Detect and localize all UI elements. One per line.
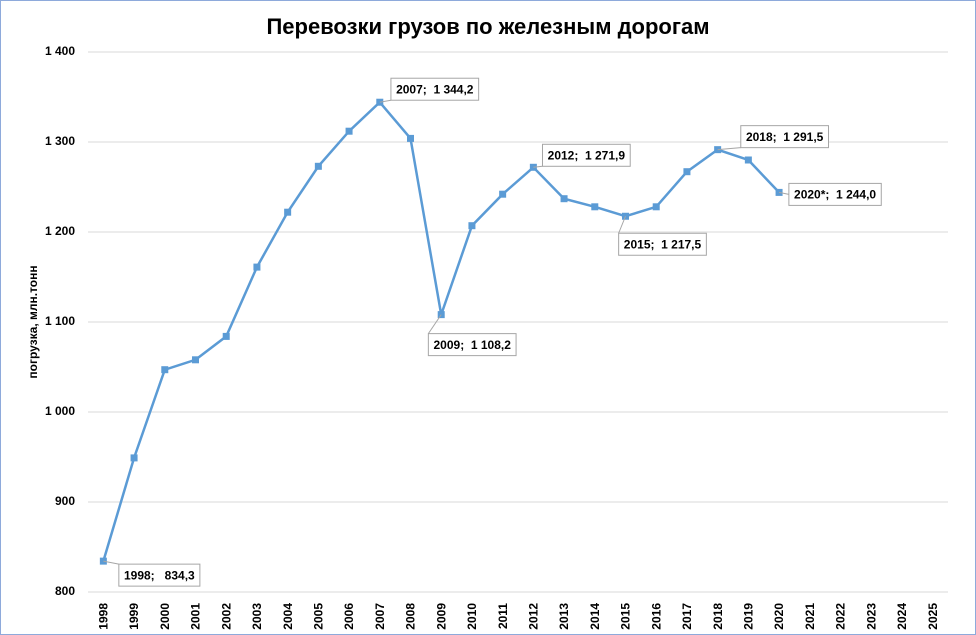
marker [161,366,169,374]
leader-line [778,191,789,195]
marker [652,203,660,211]
x-tick-label: 2012 [527,603,541,630]
label-box [740,125,830,149]
x-tick-label: 2014 [588,603,602,630]
data-label: 2012; 1 271,9 [533,143,631,168]
marker [222,332,230,340]
x-tick-label: 2015 [619,603,633,630]
data-label: 1998; 834,3 [103,560,201,587]
marker [130,454,138,462]
y-tick-label: 1 400 [45,44,75,58]
x-tick-label: 2024 [895,603,909,630]
x-tick-label: 1998 [97,603,111,630]
marker [744,156,752,164]
data-label: 2018; 1 291,5 [717,125,830,151]
x-tick-label: 2023 [864,603,878,630]
marker [468,222,476,230]
marker [499,190,507,198]
label-box [118,563,201,587]
marker [683,168,691,176]
data-label-text: 2009; 1 108,2 [434,338,512,352]
x-tick-label: 2013 [557,603,571,630]
marker [314,162,322,170]
leader-line [618,216,626,234]
x-tick-label: 2020 [772,603,786,630]
label-box [390,77,480,101]
x-tick-label: 2010 [465,603,479,630]
marker [345,127,353,135]
data-label-text: 2012; 1 271,9 [548,148,626,162]
x-tick-label: 2018 [711,603,725,630]
marker [407,134,414,142]
data-label-text: 2015; 1 217,5 [624,237,702,251]
marker [284,208,292,216]
chart-title: Перевозки грузов по железным дорогам [266,14,709,39]
y-tick-label: 800 [55,584,75,598]
data-label-text: 2020*; 1 244,0 [794,188,876,202]
data-label: 2009; 1 108,2 [427,314,517,357]
label-box [541,143,631,167]
x-tick-label: 2025 [926,603,940,630]
leader-line [533,165,543,168]
leader-line [379,99,392,103]
data-label: 2015; 1 217,5 [618,216,707,256]
x-tick-label: 2022 [834,603,848,630]
leader-line [103,560,119,565]
marker [591,203,599,211]
y-tick-label: 1 200 [45,224,75,238]
data-label: 2020*; 1 244,0 [778,182,882,206]
leader-line [717,147,741,151]
x-tick-label: 2003 [250,603,264,630]
label-box [427,333,517,357]
x-tick-label: 2021 [803,603,817,630]
x-tick-label: 2019 [742,603,756,630]
label-box [788,182,882,206]
leader-line [427,314,442,334]
label-box [618,232,707,256]
x-tick-label: 2017 [680,603,694,630]
x-tick-label: 2011 [496,603,510,629]
x-tick-label: 2016 [649,603,663,630]
x-tick-label: 2008 [404,603,418,630]
marker [560,195,568,203]
marker [192,356,199,364]
data-label-text: 2007; 1 344,2 [396,82,474,96]
x-tick-label: 2002 [219,603,233,630]
y-tick-label: 900 [55,494,75,508]
x-tick-label: 2004 [281,603,295,630]
data-label: 2007; 1 344,2 [379,77,480,103]
y-tick-label: 1 000 [45,404,75,418]
x-tick-label: 2007 [373,603,387,630]
y-tick-label: 1 300 [45,134,75,148]
x-tick-label: 2006 [342,603,356,630]
x-tick-label: 2001 [189,603,203,630]
x-tick-label: 1999 [127,603,141,630]
marker [253,263,261,271]
y-axis-label: погрузка, млн.тонн [26,265,40,378]
data-label-text: 2018; 1 291,5 [746,130,824,144]
data-label-text: 1998; 834,3 [124,568,195,582]
x-tick-label: 2000 [158,603,172,630]
x-tick-label: 2009 [434,603,448,630]
y-tick-label: 1 100 [45,314,75,328]
x-tick-label: 2005 [312,603,326,630]
